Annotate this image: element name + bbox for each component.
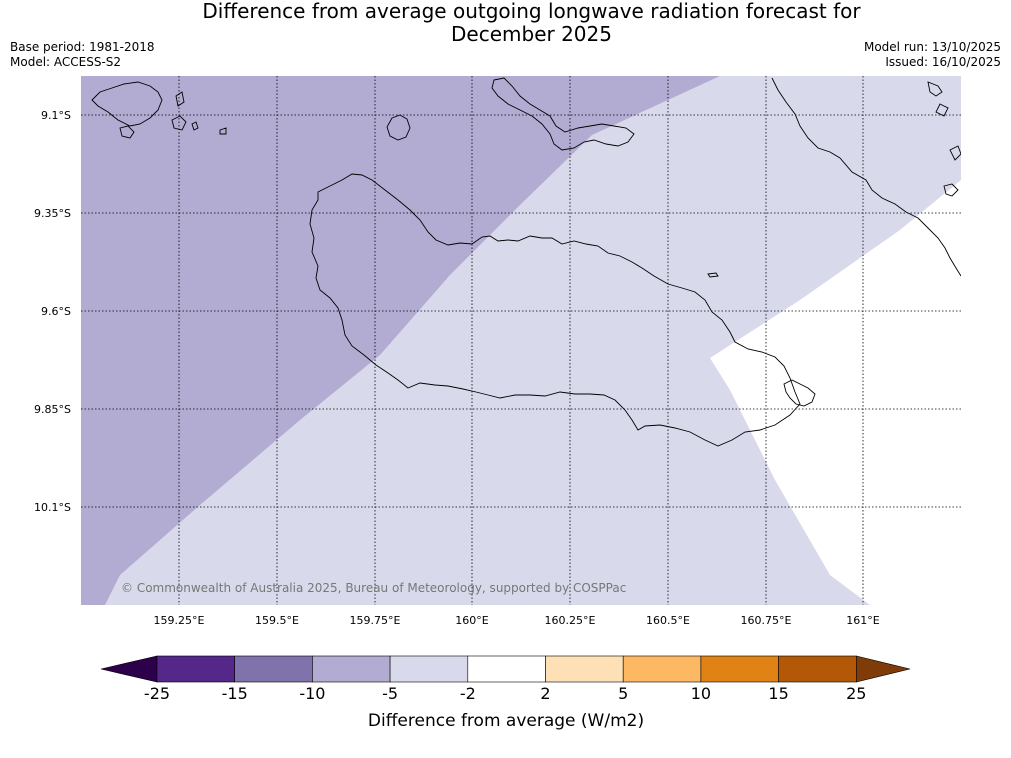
- gridlines: [81, 76, 961, 605]
- colorbar-tick-label: 5: [618, 684, 628, 703]
- northeast-coastline: [771, 77, 961, 277]
- northwest-islands: [91, 81, 227, 139]
- colorbar-tick-label: -2: [460, 684, 476, 703]
- colorbar-tick-label: -15: [222, 684, 248, 703]
- islet: [707, 272, 719, 278]
- east-coast-fragments: [927, 81, 961, 197]
- lon-label: 161°E: [846, 614, 879, 627]
- small-island-east: [783, 379, 816, 407]
- island-coastline: [309, 173, 801, 447]
- colorbar-tick-label: -10: [299, 684, 325, 703]
- lon-label: 159.5°E: [255, 614, 299, 627]
- colorbar-bin: [312, 655, 391, 683]
- copyright-text: © Commonwealth of Australia 2025, Bureau…: [121, 581, 626, 595]
- colorbar-below-min-arrow: [100, 655, 158, 683]
- map-panel: © Commonwealth of Australia 2025, Bureau…: [81, 76, 961, 605]
- model-text: Model: ACCESS-S2: [10, 55, 122, 69]
- lat-label: 10.1°S: [34, 501, 71, 514]
- colorbar-bin: [622, 655, 702, 683]
- colorbar-ticks: -25 -15 -10 -5 -2 2 5 10 15 25: [144, 684, 867, 703]
- lon-label: 160.5°E: [646, 614, 690, 627]
- colorbar-above-max-arrow: [855, 655, 911, 683]
- colorbar-bin: [700, 655, 779, 683]
- colorbar-tick-label: 2: [540, 684, 550, 703]
- metadata-left: Base period: 1981-2018 Model: ACCESS-S2: [10, 40, 155, 70]
- colorbar-bin: [234, 655, 313, 683]
- colorbar-bin: [778, 655, 857, 683]
- colorbar-tick-label: -5: [382, 684, 398, 703]
- chart-title: Difference from average outgoing longwav…: [0, 0, 1011, 46]
- model-run-text: Model run: 13/10/2025: [863, 40, 1001, 54]
- lon-label: 160°E: [455, 614, 488, 627]
- latitude-labels: 9.1°S 9.35°S 9.6°S 9.85°S 10.1°S: [34, 109, 71, 514]
- title-line-1: Difference from average outgoing longwav…: [202, 0, 861, 23]
- region-white: [710, 180, 961, 605]
- colorbar-tick-label: 15: [768, 684, 788, 703]
- colorbar-tick-label: 10: [691, 684, 711, 703]
- colorbar-tick-label: 25: [846, 684, 866, 703]
- round-island: [386, 114, 411, 141]
- colorbar-bin: [467, 655, 546, 683]
- colorbar-bin: [545, 655, 624, 683]
- colorbar-bin: [156, 655, 235, 683]
- metadata-right: Model run: 13/10/2025 Issued: 16/10/2025: [864, 40, 1001, 70]
- lon-label: 159.75°E: [350, 614, 401, 627]
- longitude-labels: 159.25°E 159.5°E 159.75°E 160°E 160.25°E…: [154, 614, 880, 627]
- colorbar-title: Difference from average (W/m2): [368, 711, 644, 731]
- lat-label: 9.35°S: [34, 207, 71, 220]
- issued-text: Issued: 16/10/2025: [885, 55, 1001, 69]
- colorbar-tick-label: -25: [144, 684, 170, 703]
- colorbar-bin: [389, 655, 469, 683]
- base-period-text: Base period: 1981-2018: [10, 40, 155, 54]
- lat-label: 9.85°S: [34, 403, 71, 416]
- lon-label: 160.75°E: [741, 614, 792, 627]
- lon-label: 160.25°E: [545, 614, 596, 627]
- region-medium-lavender: [81, 76, 720, 605]
- lat-label: 9.1°S: [41, 109, 71, 122]
- lon-label: 159.25°E: [154, 614, 205, 627]
- colorbar: [100, 655, 911, 683]
- title-line-2: December 2025: [451, 22, 612, 46]
- north-central-islands: [491, 77, 635, 151]
- lat-label: 9.6°S: [41, 305, 71, 318]
